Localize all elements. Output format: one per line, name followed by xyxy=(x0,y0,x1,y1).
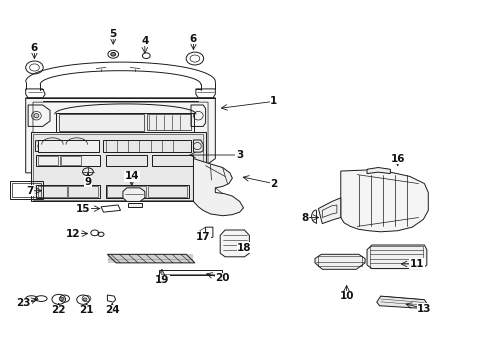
Bar xyxy=(10,181,43,199)
Polygon shape xyxy=(193,158,243,216)
Text: 6: 6 xyxy=(189,34,197,44)
Bar xyxy=(33,134,203,200)
Text: 8: 8 xyxy=(301,212,308,222)
Text: 6: 6 xyxy=(31,43,38,53)
Ellipse shape xyxy=(83,298,87,301)
Polygon shape xyxy=(376,296,427,309)
Bar xyxy=(159,270,221,275)
Text: 22: 22 xyxy=(51,305,66,315)
Text: 3: 3 xyxy=(236,150,243,160)
Bar xyxy=(148,186,187,197)
Bar xyxy=(12,183,41,197)
Bar xyxy=(38,156,58,165)
Text: 18: 18 xyxy=(237,243,251,253)
Text: 17: 17 xyxy=(196,232,210,242)
Text: 20: 20 xyxy=(215,273,229,283)
Text: 13: 13 xyxy=(416,303,431,314)
Text: 2: 2 xyxy=(269,179,277,189)
Text: 10: 10 xyxy=(339,291,353,301)
Polygon shape xyxy=(122,188,144,202)
Bar xyxy=(369,246,423,267)
Text: 24: 24 xyxy=(105,305,119,315)
Polygon shape xyxy=(318,198,340,224)
Polygon shape xyxy=(366,245,426,269)
Text: 12: 12 xyxy=(66,229,81,239)
Bar xyxy=(127,203,142,207)
Bar xyxy=(30,132,205,202)
Text: 16: 16 xyxy=(389,154,404,163)
Polygon shape xyxy=(366,167,389,174)
Text: 11: 11 xyxy=(409,259,424,269)
Bar xyxy=(59,114,143,131)
Ellipse shape xyxy=(59,297,64,301)
Text: 7: 7 xyxy=(26,186,33,196)
Bar xyxy=(147,114,191,130)
Text: 5: 5 xyxy=(109,28,117,39)
Bar xyxy=(56,113,194,132)
Text: 9: 9 xyxy=(84,177,91,187)
Ellipse shape xyxy=(34,113,39,118)
Bar xyxy=(68,186,98,197)
Text: 4: 4 xyxy=(141,36,148,46)
Bar xyxy=(38,186,67,197)
Text: 15: 15 xyxy=(76,203,90,213)
Polygon shape xyxy=(26,98,215,173)
Bar xyxy=(152,155,193,166)
Bar xyxy=(107,186,146,197)
Bar xyxy=(103,140,191,152)
Bar xyxy=(36,155,100,166)
Polygon shape xyxy=(220,230,249,257)
Bar xyxy=(318,256,362,266)
Bar xyxy=(36,185,100,198)
Text: 14: 14 xyxy=(124,171,139,181)
Polygon shape xyxy=(340,170,427,232)
Bar xyxy=(61,156,81,165)
Text: 1: 1 xyxy=(269,96,277,107)
Polygon shape xyxy=(38,140,99,152)
Ellipse shape xyxy=(111,53,116,56)
Bar xyxy=(106,185,188,198)
Polygon shape xyxy=(314,254,365,269)
Text: 23: 23 xyxy=(16,298,30,308)
Text: 19: 19 xyxy=(154,275,169,285)
Bar xyxy=(106,155,147,166)
Text: 21: 21 xyxy=(79,305,94,315)
